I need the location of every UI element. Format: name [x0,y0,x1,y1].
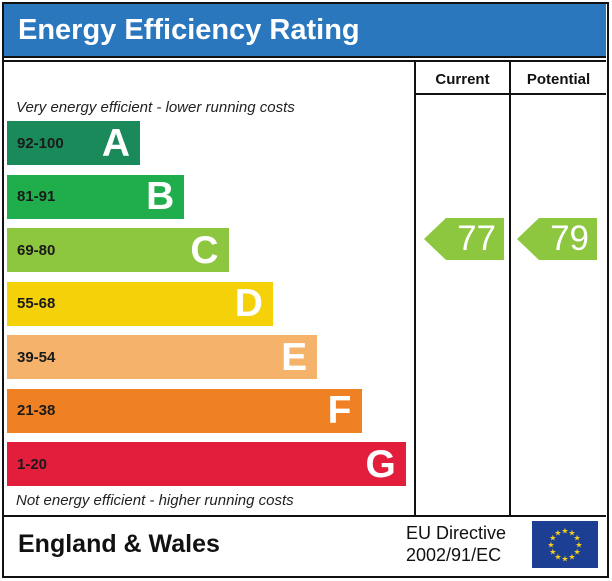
flag-star: ★ [549,534,556,543]
band-range-label: 81-91 [17,188,56,205]
flag-star: ★ [549,548,556,557]
directive-line-2: 2002/91/EC [406,545,502,565]
band-range-label: 21-38 [17,402,56,419]
bottom-caption: Not energy efficient - higher running co… [16,492,294,509]
band-e: 39-54 E [7,335,318,379]
flag-star: ★ [554,553,561,562]
band-letter-label: B [146,175,175,218]
band-a: 92-100 A [7,121,140,165]
band-g: 1-20 G [7,442,406,486]
header-top-divider [4,60,606,62]
flag-star: ★ [568,528,575,537]
band-letter-label: D [234,282,263,325]
band-d: 55-68 D [7,281,273,326]
band-range-label: 39-54 [17,348,56,366]
band-letter-label: F [327,389,352,432]
potential-column-header: Potential [526,70,591,88]
band-c: 69-80 C [7,228,229,272]
directive-line-1: EU Directive [406,523,507,543]
eu-flag-icon: ★ ★ ★ ★ ★ ★ ★ ★ ★ ★ ★ ★ [532,521,598,568]
top-caption: Very energy efficient - lower running co… [16,99,295,116]
footer-divider [4,515,606,517]
band-range-label: 1-20 [17,455,48,473]
band-range-label: 55-68 [17,295,56,312]
flag-star: ★ [568,553,575,562]
band-letter-label: C [190,228,219,272]
flag-star: ★ [575,541,582,550]
band-letter-label: A [101,121,130,165]
band-b: 81-91 B [7,174,185,219]
current-column-divider [414,60,416,517]
band-range-label: 69-80 [17,241,56,259]
flag-star: ★ [574,548,581,557]
region-label: England & Wales [18,530,220,558]
flag-star: ★ [554,528,561,537]
flag-star: ★ [547,541,554,550]
flag-star: ★ [561,527,568,536]
potential-column-divider [509,60,511,517]
band-range-label: 92-100 [17,134,64,152]
chart-title: Energy Efficiency Rating [18,14,360,46]
band-letter-label: E [281,335,308,379]
current-column-header: Current [435,70,490,88]
band-f: 21-38 F [7,388,362,433]
band-letter-label: G [365,442,396,486]
flag-star: ★ [561,555,568,564]
flag-star: ★ [574,534,581,543]
eu-directive: EU Directive 2002/91/EC [406,522,506,566]
title-bar: Energy Efficiency Rating [4,4,606,58]
